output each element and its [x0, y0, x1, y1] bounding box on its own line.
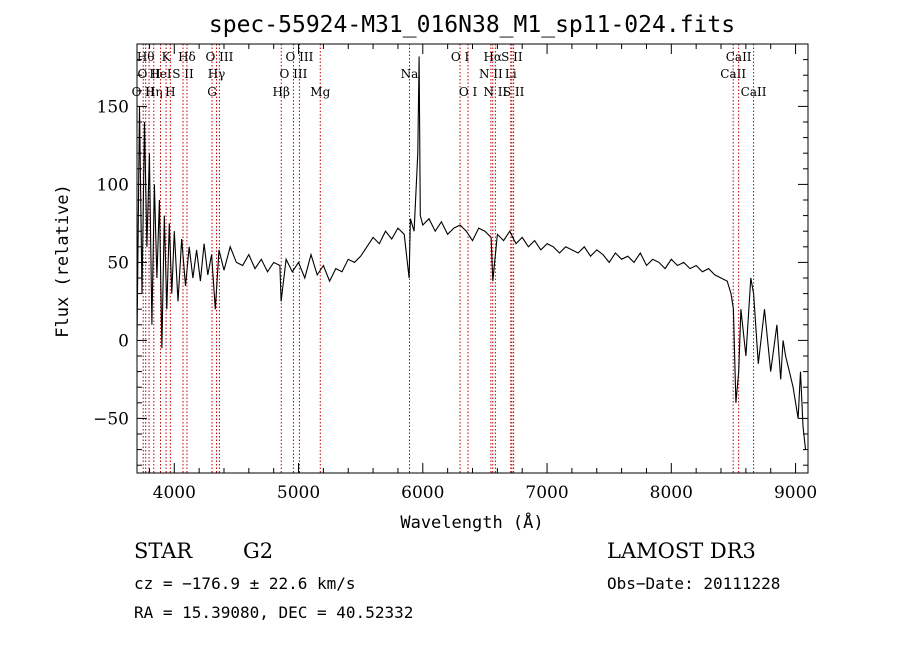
plot-frame	[136, 43, 809, 474]
observation-date: Obs−Date: 20111228	[607, 574, 781, 593]
x-tick-label: 7000	[525, 483, 568, 503]
line-label: HeI	[149, 67, 172, 81]
y-tick-label: 0	[118, 331, 129, 351]
y-tick-label: 50	[107, 253, 129, 273]
line-label: O III	[285, 50, 313, 64]
survey-name: LAMOST DR3	[607, 539, 756, 563]
line-label: Hθ	[137, 50, 155, 64]
spectrum-line	[136, 56, 807, 450]
x-tick-label: 8000	[650, 483, 693, 503]
chart-title: spec-55924-M31_016N38_M1_sp11-024.fits	[209, 12, 735, 38]
x-tick-label: 9000	[774, 483, 817, 503]
line-label: Li	[505, 67, 517, 81]
line-label: CaII	[720, 67, 746, 81]
line-label: H	[165, 85, 175, 99]
x-tick-label: 5000	[277, 483, 320, 503]
object-class: STAR	[134, 539, 193, 563]
axes: 4000 5000 6000 7000 8000 9000 −50 0 50 100 150	[93, 44, 817, 503]
y-tick-label: −50	[93, 409, 129, 429]
x-tick-label: 6000	[401, 483, 444, 503]
line-label: Hα	[483, 50, 502, 64]
line-label: Hγ	[208, 67, 226, 81]
line-label: N II	[479, 67, 503, 81]
line-label: S II	[503, 85, 525, 99]
line-label: S II	[501, 50, 523, 64]
line-label: O III	[280, 67, 308, 81]
spectrum-chart: spec-55924-M31_016N38_M1_sp11-024.fits O…	[53, 12, 817, 533]
y-axis-label: Flux (relative)	[53, 184, 73, 338]
line-label: N II	[483, 85, 507, 99]
x-tick-label: 4000	[153, 483, 196, 503]
spectral-subclass: G2	[243, 539, 274, 563]
line-label: G	[207, 85, 217, 99]
y-tick-label: 100	[97, 175, 129, 195]
line-label: Hβ	[273, 85, 290, 99]
redshift-readout: cz = −176.9 ± 22.6 km/s	[134, 574, 356, 593]
line-label: Hδ	[178, 50, 196, 64]
line-label: O I	[459, 85, 478, 99]
y-tick-label: 150	[97, 97, 129, 117]
line-label: S II	[172, 67, 194, 81]
line-label: O III	[205, 50, 233, 64]
line-label: CaII	[741, 85, 767, 99]
line-label: Na	[401, 67, 419, 81]
line-label: Hη	[145, 85, 163, 99]
line-label: K	[162, 50, 172, 64]
spectrum-series	[136, 56, 807, 450]
line-label: Mg	[310, 85, 330, 99]
coordinates-readout: RA = 15.39080, DEC = 40.52332	[134, 603, 414, 622]
line-label: CaII	[726, 50, 752, 64]
line-label: O I	[451, 50, 470, 64]
x-axis-label: Wavelength (Å)	[400, 511, 543, 533]
line-label: O II	[137, 67, 160, 81]
